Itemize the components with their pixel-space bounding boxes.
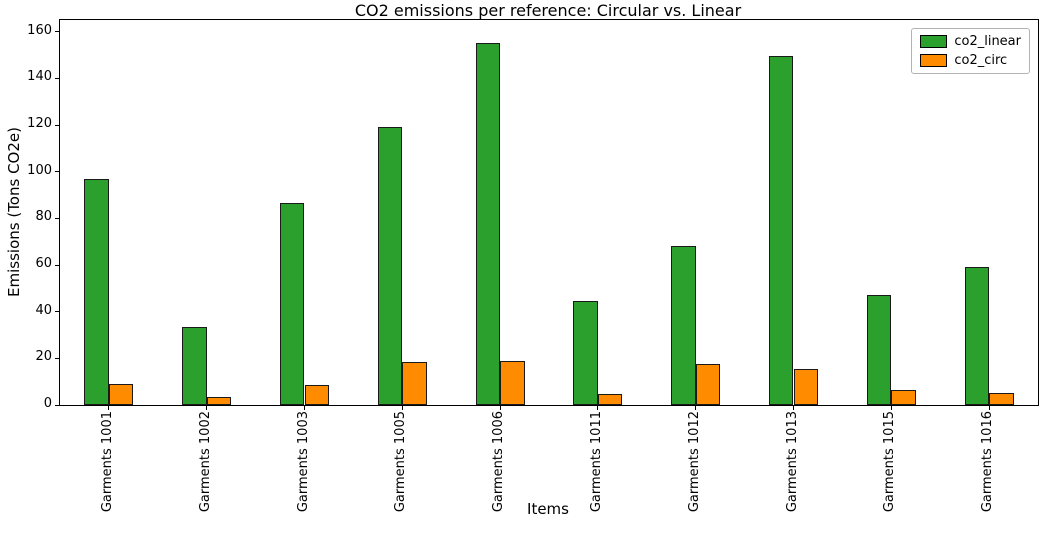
bar-co2_circ-9 bbox=[891, 390, 916, 405]
x-tick-mark bbox=[401, 406, 403, 410]
x-tick-label: Garments 1006 bbox=[491, 411, 507, 513]
y-tick-label: 160 bbox=[27, 22, 52, 38]
bar-co2_circ-6 bbox=[597, 393, 623, 405]
legend-label: co2_linear bbox=[954, 34, 1021, 49]
bar-co2_circ-2 bbox=[206, 397, 232, 405]
bar-co2_linear-7 bbox=[671, 246, 696, 405]
bar-co2_linear-3 bbox=[280, 203, 305, 405]
legend-swatch-co2_circ bbox=[920, 54, 948, 67]
x-tick-mark bbox=[988, 406, 990, 410]
y-tick-label: 40 bbox=[35, 302, 52, 318]
bar-co2_linear-8 bbox=[769, 56, 794, 405]
y-tick-label: 20 bbox=[35, 349, 52, 365]
legend-swatch-co2_linear bbox=[920, 35, 948, 48]
bar-co2_linear-4 bbox=[377, 127, 403, 405]
bar-co2_circ-1 bbox=[108, 384, 134, 405]
x-tick-label: Garments 1001 bbox=[99, 411, 115, 513]
y-tick-mark bbox=[55, 124, 59, 126]
x-tick-mark bbox=[499, 406, 501, 410]
y-tick-label: 60 bbox=[35, 256, 52, 271]
y-tick-mark bbox=[55, 311, 59, 313]
bar-co2_linear-10 bbox=[964, 267, 990, 405]
bar-co2_circ-10 bbox=[989, 392, 1014, 405]
x-tick-label: Garments 1012 bbox=[686, 411, 702, 513]
bar-co2_circ-5 bbox=[500, 360, 525, 405]
x-tick-label: Garments 1002 bbox=[197, 411, 213, 513]
bar-co2_linear-6 bbox=[573, 301, 598, 405]
x-tick-mark bbox=[206, 406, 208, 410]
bar-co2_circ-7 bbox=[695, 364, 721, 405]
legend-label: co2_circ bbox=[954, 53, 1008, 68]
x-tick-mark bbox=[304, 406, 305, 410]
y-tick-mark bbox=[55, 31, 59, 33]
chart-title: CO2 emissions per reference: Circular vs… bbox=[354, 1, 742, 20]
y-tick-label: 120 bbox=[27, 116, 52, 131]
legend-item-co2_linear: co2_linear bbox=[920, 34, 1021, 49]
y-tick-mark bbox=[55, 171, 59, 173]
x-tick-mark bbox=[793, 406, 794, 410]
x-axis-label: Items bbox=[527, 500, 569, 518]
x-tick-mark bbox=[108, 406, 110, 410]
bar-co2_linear-5 bbox=[475, 43, 501, 405]
x-tick-label: Garments 1013 bbox=[784, 411, 800, 513]
y-tick-label: 0 bbox=[43, 396, 52, 411]
x-tick-mark bbox=[695, 406, 697, 410]
x-tick-label: Garments 1016 bbox=[980, 411, 996, 513]
bar-co2_circ-4 bbox=[402, 361, 427, 405]
legend-item-co2_circ: co2_circ bbox=[920, 53, 1021, 68]
x-tick-label: Garments 1015 bbox=[882, 411, 898, 513]
bar-co2_linear-9 bbox=[866, 295, 892, 405]
plot-area: co2_linear co2_circ bbox=[55, 19, 1039, 410]
x-tick-label: Garments 1003 bbox=[295, 411, 311, 513]
y-tick-mark bbox=[55, 404, 59, 406]
y-tick-mark bbox=[55, 77, 59, 79]
x-tick-mark bbox=[597, 406, 599, 410]
x-tick-mark bbox=[890, 406, 892, 410]
y-tick-label: 80 bbox=[35, 209, 52, 225]
y-tick-mark bbox=[55, 217, 59, 219]
bar-co2_linear-1 bbox=[84, 178, 109, 405]
y-tick-label: 100 bbox=[27, 162, 52, 178]
y-tick-label: 140 bbox=[27, 69, 52, 85]
bar-co2_circ-8 bbox=[793, 369, 818, 405]
legend: co2_linear co2_circ bbox=[911, 28, 1030, 74]
y-tick-mark bbox=[55, 357, 59, 359]
x-tick-label: Garments 1011 bbox=[588, 411, 604, 513]
bar-co2_linear-2 bbox=[182, 326, 207, 405]
bar-co2_circ-3 bbox=[304, 385, 329, 405]
y-tick-mark bbox=[55, 264, 59, 266]
x-tick-label: Garments 1005 bbox=[393, 411, 409, 513]
